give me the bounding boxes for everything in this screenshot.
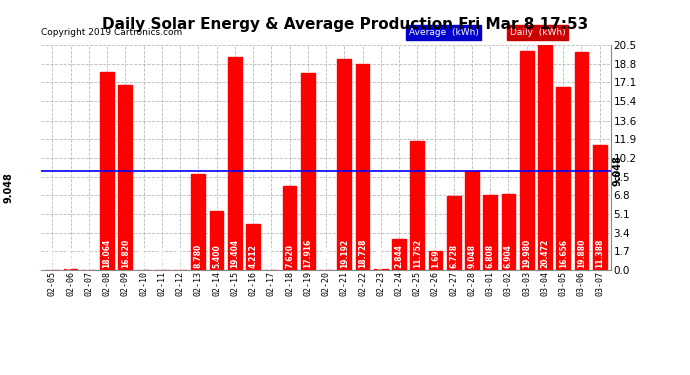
Text: 20.472: 20.472 [540, 239, 549, 268]
Text: 17.916: 17.916 [304, 239, 313, 268]
Text: 19.404: 19.404 [230, 239, 239, 268]
Text: 19.880: 19.880 [577, 239, 586, 268]
Text: 11.752: 11.752 [413, 239, 422, 268]
Text: Average  (kWh): Average (kWh) [408, 28, 478, 37]
Bar [100, 72, 114, 270]
Text: Daily Solar Energy & Average Production Fri Mar 8 17:53: Daily Solar Energy & Average Production … [102, 17, 588, 32]
Bar [428, 251, 442, 270]
Bar [228, 57, 242, 270]
Text: Daily  (kWh): Daily (kWh) [510, 28, 566, 37]
Bar [191, 174, 205, 270]
Bar [520, 51, 533, 270]
Text: 0.000: 0.000 [84, 246, 93, 270]
Text: 6.808: 6.808 [486, 244, 495, 268]
Bar [484, 195, 497, 270]
Text: 18.064: 18.064 [103, 239, 112, 268]
Bar [575, 52, 589, 270]
Text: 19.192: 19.192 [339, 239, 348, 268]
Bar [63, 269, 77, 270]
Bar [392, 239, 406, 270]
Text: 0.040: 0.040 [322, 246, 331, 270]
Bar [337, 59, 351, 270]
Bar [502, 194, 515, 270]
Text: 16.656: 16.656 [559, 239, 568, 268]
Text: 0.000: 0.000 [175, 246, 184, 270]
Text: 2.844: 2.844 [395, 244, 404, 268]
Text: 0.000: 0.000 [48, 246, 57, 270]
Bar [556, 87, 570, 270]
Bar [465, 171, 479, 270]
Bar [538, 45, 552, 270]
Bar [355, 64, 369, 270]
Text: 1.692: 1.692 [431, 244, 440, 268]
Bar [119, 86, 132, 270]
Text: 19.980: 19.980 [522, 239, 531, 268]
Bar [447, 196, 461, 270]
Text: 9.048: 9.048 [468, 244, 477, 268]
Bar [210, 211, 224, 270]
Text: 9.048: 9.048 [613, 155, 622, 186]
Bar [374, 269, 388, 270]
Text: 0.000: 0.000 [267, 246, 276, 270]
Text: 0.000: 0.000 [139, 246, 148, 270]
Bar [283, 186, 297, 270]
Text: 11.388: 11.388 [595, 239, 604, 268]
Text: 6.728: 6.728 [449, 244, 458, 268]
Text: 0.060: 0.060 [66, 246, 75, 270]
Text: 0.000: 0.000 [157, 246, 166, 270]
Text: 8.780: 8.780 [194, 244, 203, 268]
Bar [593, 145, 607, 270]
Text: 0.056: 0.056 [376, 246, 385, 270]
Text: 18.728: 18.728 [358, 239, 367, 268]
Text: 5.400: 5.400 [212, 244, 221, 268]
Text: 9.048: 9.048 [3, 172, 13, 203]
Bar [301, 74, 315, 270]
Text: 16.820: 16.820 [121, 239, 130, 268]
Text: Copyright 2019 Cartronics.com: Copyright 2019 Cartronics.com [41, 28, 183, 37]
Bar [246, 224, 260, 270]
Text: 4.212: 4.212 [248, 244, 257, 268]
Text: 6.904: 6.904 [504, 244, 513, 268]
Bar [411, 141, 424, 270]
Text: 7.620: 7.620 [285, 244, 294, 268]
